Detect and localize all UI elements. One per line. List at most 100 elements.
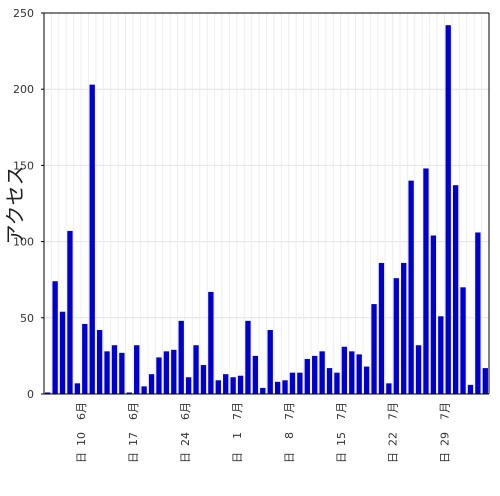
x-tick-text: 7月 15 日 xyxy=(335,402,348,463)
x-tick-label: 7月 22 日 xyxy=(387,402,400,463)
bar xyxy=(467,384,474,394)
y-tick-label: 100 xyxy=(13,236,34,249)
x-tick-part: 7月 xyxy=(335,402,348,420)
bar xyxy=(171,349,177,394)
bar xyxy=(430,235,437,394)
x-tick-part: 日 xyxy=(127,452,140,463)
bar xyxy=(393,278,399,394)
y-tick-label: 50 xyxy=(20,312,34,325)
x-tick-label: 7月 8 日 xyxy=(283,402,296,463)
x-tick-part: 日 xyxy=(387,452,400,463)
x-tick-part: 10 xyxy=(75,432,88,446)
x-tick-part: 7月 xyxy=(387,402,400,420)
bar xyxy=(156,357,162,394)
bar xyxy=(148,374,155,394)
bar xyxy=(408,180,414,394)
x-tick-part: 日 xyxy=(439,452,452,463)
x-tick-part: 7月 xyxy=(231,402,244,420)
bar xyxy=(223,374,229,394)
bar xyxy=(356,354,362,394)
x-tick-text: 7月 8 日 xyxy=(283,402,296,463)
bar xyxy=(104,351,110,394)
bar xyxy=(371,304,377,394)
y-tick-label: 250 xyxy=(13,7,34,20)
x-tick-label: 7月 29 日 xyxy=(439,402,452,463)
bar xyxy=(215,380,221,394)
x-tick-part: 日 xyxy=(75,452,88,463)
bar xyxy=(349,351,355,394)
bar xyxy=(59,311,66,394)
bar xyxy=(475,232,481,394)
bar xyxy=(415,345,422,394)
bars xyxy=(45,25,488,395)
y-tick-label: 0 xyxy=(27,388,34,401)
bar xyxy=(200,365,207,394)
bar xyxy=(178,320,184,394)
grid-lines xyxy=(43,12,490,395)
x-tick-part: 6月 xyxy=(75,402,88,420)
bar xyxy=(460,287,466,394)
bar xyxy=(193,345,199,394)
y-tick-label: 200 xyxy=(13,83,34,96)
bar xyxy=(237,375,244,394)
bar xyxy=(111,345,118,394)
bar xyxy=(482,368,488,394)
x-tick-label: 6月 17 日 xyxy=(127,402,140,463)
x-tick-text: 7月 1 日 xyxy=(231,402,244,463)
bar xyxy=(96,329,103,394)
bar xyxy=(126,392,132,394)
bar xyxy=(252,355,259,394)
x-tick-label: 7月 1 日 xyxy=(231,402,244,463)
x-tick-part: 24 xyxy=(179,432,192,446)
x-tick-part: 6月 xyxy=(179,402,192,420)
bar xyxy=(89,84,95,395)
bar xyxy=(326,368,333,394)
x-tick-text: 7月 29 日 xyxy=(439,402,452,463)
x-tick-label: 6月 24 日 xyxy=(179,402,192,463)
bar xyxy=(267,329,273,394)
bar xyxy=(438,316,444,394)
x-tick-text: 6月 24 日 xyxy=(179,402,192,463)
bar xyxy=(74,383,81,394)
x-tick-text: 7月 22 日 xyxy=(387,402,400,463)
bar xyxy=(423,168,429,394)
x-tick-part: 日 xyxy=(335,452,348,463)
x-tick-text: 6月 17 日 xyxy=(127,402,140,463)
bar xyxy=(452,185,459,394)
bar xyxy=(401,262,407,394)
x-tick-part: 日 xyxy=(231,452,244,463)
bar xyxy=(386,383,392,394)
x-tick-label: 7月 15 日 xyxy=(335,402,348,463)
bar xyxy=(163,351,170,394)
bar xyxy=(297,372,303,394)
axes xyxy=(43,12,490,395)
bar xyxy=(134,345,140,394)
x-tick-part: 日 xyxy=(283,452,296,463)
x-tick-part: 日 xyxy=(179,452,192,463)
x-tick-labels: 6月 10 日 6月 17 日 6月 24 日 7月 1 日 7月 8 日 7月 15 日 7月 22 日 7月 29 日 xyxy=(75,402,451,463)
y-tick-label: 150 xyxy=(13,159,34,172)
bar xyxy=(141,386,147,394)
bar xyxy=(289,372,296,394)
bar xyxy=(208,291,214,394)
x-tick-part: 15 xyxy=(335,432,348,446)
bar xyxy=(82,323,88,394)
bar xyxy=(67,230,73,394)
x-tick-part: 22 xyxy=(387,432,400,446)
x-tick-part: 7月 xyxy=(439,402,452,420)
bar xyxy=(260,387,266,394)
bar xyxy=(230,377,236,394)
bar xyxy=(319,351,325,394)
bar xyxy=(312,355,318,394)
x-tick-part: 8 xyxy=(283,432,296,439)
bar xyxy=(119,352,125,394)
bar xyxy=(45,392,51,394)
bar xyxy=(341,346,348,394)
y-tick-labels: 0 50 100 150 200 250 xyxy=(13,7,44,401)
bar xyxy=(445,25,451,395)
x-tick-part: 7月 xyxy=(283,402,296,420)
x-tick-part: 29 xyxy=(439,432,452,446)
y-axis-label: アクセス xyxy=(3,166,27,245)
bar xyxy=(304,358,310,394)
